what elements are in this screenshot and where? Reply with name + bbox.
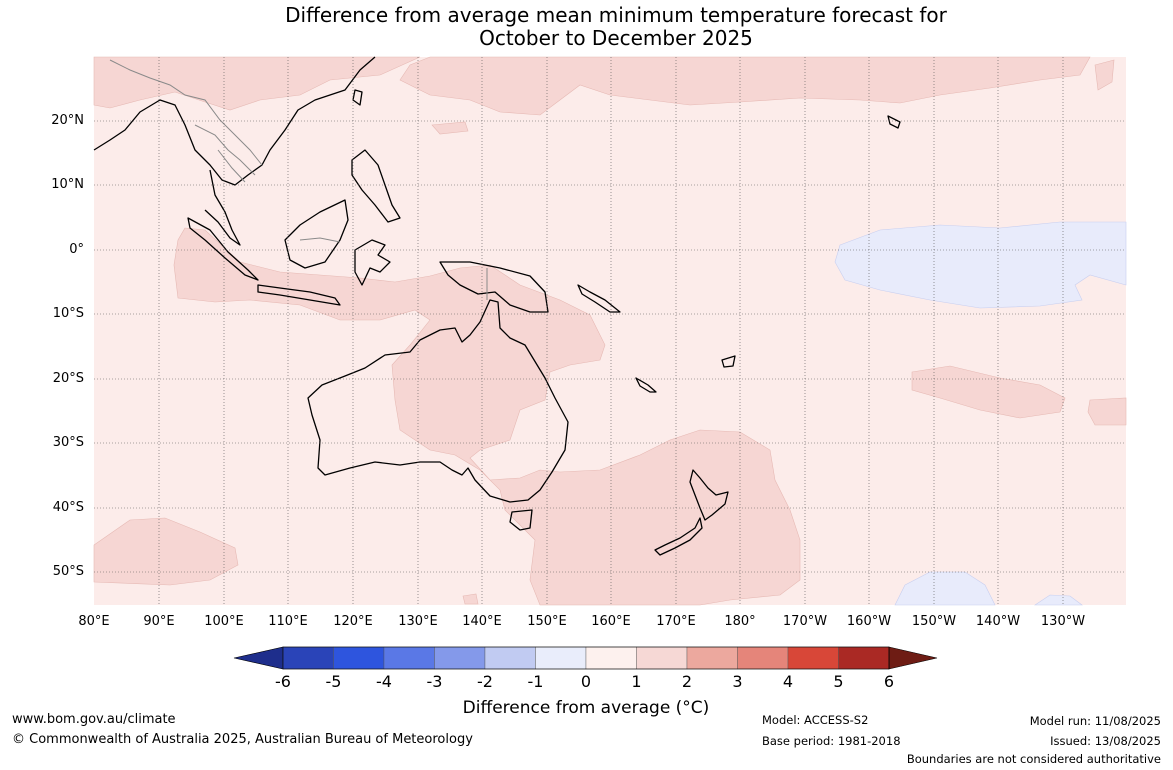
latitude-label: 40°S [52, 500, 84, 515]
new-zealand-south-coast [654, 517, 703, 556]
solomons-coast [577, 284, 621, 313]
colorbar-tick-label: -2 [477, 672, 493, 691]
chart-title: Difference from average mean minimum tem… [0, 4, 1173, 50]
cool-anomaly-areas [834, 221, 1127, 606]
colorbar-tick-label: 3 [732, 672, 743, 691]
latitude-label: 20°N [51, 113, 84, 128]
latitude-label: 30°S [52, 435, 84, 450]
longitude-label: 130°W [1040, 614, 1086, 629]
colorbar-swatch [535, 646, 587, 670]
colorbar-swatch [434, 646, 486, 670]
colorbar-swatch [333, 646, 385, 670]
issued-text: Issued: 13/08/2025 [1050, 734, 1161, 748]
sulawesi-coast [354, 239, 391, 286]
colorbar-swatch [585, 646, 637, 670]
colorbar-tick-label: 1 [631, 672, 642, 691]
colorbar-tick-label: -5 [325, 672, 342, 691]
tasmania-coast [509, 509, 533, 531]
model-text: Model: ACCESS-S2 [762, 713, 869, 727]
country-borders [109, 59, 488, 300]
longitude-label: 170°W [782, 614, 828, 629]
colorbar-tick-label: 4 [782, 672, 794, 691]
fiji-coast [721, 355, 736, 368]
colorbar-label: Difference from average (°C) [462, 698, 710, 718]
borneo-coast [284, 199, 349, 269]
longitude-label: 160°W [846, 614, 892, 629]
warm-anomaly-areas [93, 56, 1127, 606]
graticule [94, 57, 1126, 605]
latitude-label: 20°S [52, 371, 84, 386]
colorbar-tick-label: 5 [833, 672, 844, 691]
longitude-label: 180° [724, 614, 756, 629]
longitude-label: 110°E [268, 614, 308, 629]
colorbar-swatch [484, 646, 536, 670]
colorbar-swatch [282, 646, 334, 670]
longitude-label: 150°E [527, 614, 567, 629]
disclaimer-text: Boundaries are not considered authoritat… [906, 752, 1161, 766]
colorbar [233, 646, 938, 670]
title-line-1: Difference from average mean minimum tem… [285, 3, 947, 27]
new-guinea-coast [439, 261, 549, 313]
longitude-label: 170°E [656, 614, 696, 629]
colorbar-tick-label: -6 [275, 672, 291, 691]
longitude-label: 140°W [975, 614, 1021, 629]
colorbar-swatch [838, 646, 890, 670]
colorbar-tick-label: -4 [376, 672, 392, 691]
colorbar-swatch [737, 646, 789, 670]
new-caledonia-coast [635, 377, 657, 393]
colorbar-tick-label: 0 [580, 672, 592, 691]
java-coast [257, 284, 341, 306]
taiwan-coast [352, 89, 363, 106]
hawaii-coast [887, 115, 901, 129]
latitude-label: 10°S [52, 306, 84, 321]
model-run-text: Model run: 11/08/2025 [1029, 714, 1161, 728]
longitude-label: 160°E [591, 614, 631, 629]
australia-coast [307, 299, 569, 503]
colorbar-swatch [383, 646, 435, 670]
colorbar-outline [282, 646, 890, 670]
latitude-label: 10°N [51, 177, 84, 192]
colorbar-extend-low [233, 646, 284, 670]
base-period-text: Base period: 1981-2018 [762, 734, 901, 748]
latitude-label: 0° [69, 242, 84, 257]
latitude-label: 50°S [52, 564, 84, 579]
colorbar-swatch [636, 646, 688, 670]
copyright-text: © Commonwealth of Australia 2025, Austra… [12, 732, 473, 747]
longitude-label: 90°E [143, 614, 175, 629]
longitude-label: 140°E [462, 614, 502, 629]
new-zealand-north-coast [689, 469, 729, 521]
sumatra-coast [187, 217, 259, 281]
map-panel [93, 56, 1127, 606]
longitude-label: 100°E [204, 614, 244, 629]
colorbar-extend-high [888, 646, 938, 670]
longitude-label: 120°E [333, 614, 373, 629]
indochina-coast [204, 169, 241, 246]
colorbar-swatch [787, 646, 839, 670]
colorbar-tick-label: -1 [527, 672, 544, 691]
longitude-label: 80°E [78, 614, 110, 629]
colorbar-tick-label: 2 [681, 672, 693, 691]
colorbar-swatch [686, 646, 738, 670]
colorbar-tick-label: 6 [883, 672, 895, 691]
website-link[interactable]: www.bom.gov.au/climate [12, 712, 176, 727]
longitude-label: 130°E [398, 614, 438, 629]
title-line-2: October to December 2025 [479, 26, 753, 50]
longitude-label: 150°W [911, 614, 957, 629]
colorbar-tick-label: -3 [426, 672, 443, 691]
